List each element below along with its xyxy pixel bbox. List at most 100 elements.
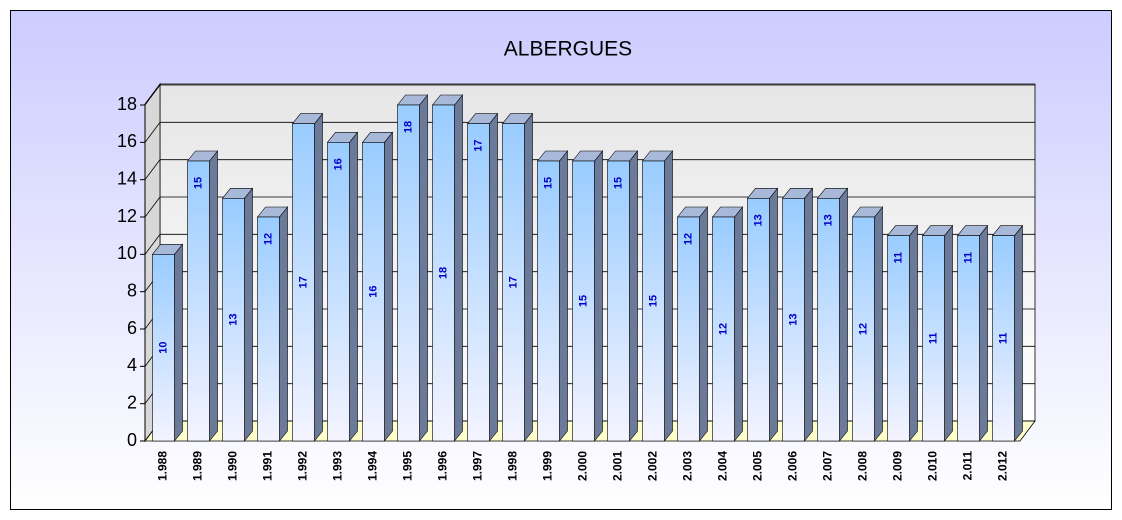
x-tick-label: 2.010 [926,451,940,481]
value-label: 15 [647,295,659,307]
x-tick-label: 2.003 [681,451,695,481]
bar-side [979,224,988,442]
bar [432,104,455,442]
bar-side [174,243,183,442]
y-tick-label: 0 [127,430,137,450]
x-tick-label: 2.007 [821,451,835,481]
grid-line [144,234,161,255]
chart-title: ALBERGUES [504,38,632,61]
y-tick-label: 10 [117,243,137,263]
bar [292,123,315,442]
value-label: 18 [437,267,449,279]
y-tick-label: 4 [127,355,137,375]
y-tick-label: 2 [127,392,137,412]
value-label: 15 [192,177,204,189]
grid-line [144,196,161,218]
value-label: 13 [227,314,239,326]
value-label: 15 [542,177,554,189]
bar [642,160,665,442]
value-label: 12 [717,323,729,335]
x-tick-label: 1.995 [401,451,415,481]
x-tick-label: 1.997 [471,451,485,481]
x-tick-label: 1.996 [436,451,450,481]
grid-line [144,84,161,106]
x-tick-label: 2.011 [961,451,975,481]
bar [852,216,875,442]
bar [887,235,910,442]
bar-side [349,131,358,442]
bar-side [279,206,288,442]
value-label: 11 [962,252,974,264]
grid-line [144,122,161,143]
bar-side [664,150,673,442]
x-tick-label: 2.005 [751,451,765,481]
bar [747,198,770,442]
bar [677,216,700,442]
bar [922,235,945,442]
y-tick-label: 16 [117,131,137,151]
value-label: 12 [857,323,869,335]
bar-side [734,206,743,442]
bar [362,142,385,442]
value-label: 15 [577,295,589,307]
bar-side [629,150,638,442]
bar-side [209,150,218,442]
value-label: 17 [507,276,519,288]
bar [257,216,280,442]
value-label: 13 [752,214,764,226]
grid-line [144,159,161,180]
bar-side [384,131,393,442]
x-tick-label: 2.012 [996,451,1010,481]
bar-side [804,187,813,442]
value-label: 17 [472,140,484,152]
x-tick-label: 2.004 [716,451,730,481]
value-label: 13 [787,314,799,326]
bar [712,216,735,442]
bar [782,198,805,442]
y-tick-label: 6 [127,318,137,338]
bar [152,254,175,442]
bar [957,235,980,442]
x-tick-label: 1.999 [541,451,555,481]
bar [397,104,420,442]
bar-side [699,206,708,442]
y-tick-label: 18 [117,94,137,114]
bar-side [909,224,918,442]
x-tick-label: 1.992 [296,451,310,481]
x-tick-label: 1.998 [506,451,520,481]
y-tick-label: 14 [117,168,137,188]
bar-side [839,187,848,442]
x-tick-label: 2.001 [611,451,625,481]
value-label: 11 [997,333,1009,345]
bar-side [594,150,603,442]
x-tick-label: 2.002 [646,451,660,481]
bar-side [524,112,533,442]
bar-side [419,94,428,442]
value-label: 12 [262,233,274,245]
x-tick-label: 2.006 [786,451,800,481]
bar-side [1014,224,1023,442]
bar [222,198,245,442]
bar [502,123,525,442]
value-label: 12 [682,233,694,245]
bar [572,160,595,442]
x-tick-label: 1.993 [331,451,345,481]
bar [817,198,840,442]
bar [327,142,350,442]
x-tick-label: 1.989 [191,451,205,481]
bar-side [769,187,778,442]
value-label: 17 [297,276,309,288]
x-tick-label: 1.994 [366,451,380,481]
x-tick-label: 2.009 [891,451,905,481]
bar-side [874,206,883,442]
x-tick-label: 2.008 [856,451,870,481]
bar [467,123,490,442]
value-label: 16 [332,158,344,170]
value-label: 15 [612,177,624,189]
x-tick-label: 2.000 [576,451,590,481]
x-tick-label: 1.991 [261,451,275,481]
value-label: 10 [157,342,169,354]
bar-side [454,94,463,442]
bar [607,160,630,442]
